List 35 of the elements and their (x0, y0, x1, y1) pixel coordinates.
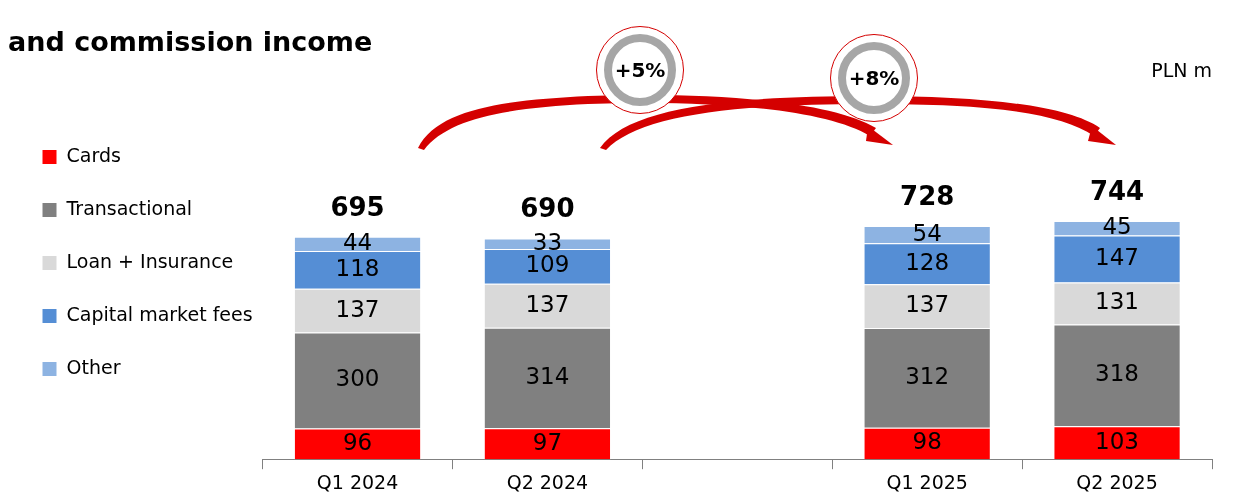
total-label: 690 (520, 193, 575, 224)
total-label: 695 (330, 191, 385, 222)
legend-label: Loan + Insurance (66, 249, 234, 272)
data-label: 54 (912, 219, 942, 246)
data-label: 131 (1095, 288, 1140, 315)
legend-label: Transactional (65, 196, 193, 219)
data-label: 45 (1102, 213, 1132, 240)
data-label: 44 (342, 228, 373, 255)
x-tick-label: Q2 2024 (506, 470, 589, 493)
chart-subtitle: PLN m (1151, 58, 1212, 81)
chart-title: and commission income (8, 26, 373, 58)
data-label: 312 (905, 362, 950, 389)
text: +5% (614, 58, 666, 82)
data-label: 96 (342, 428, 373, 455)
x-tick-label: Q1 2025 (886, 470, 968, 493)
legend-label: Other (66, 355, 121, 378)
data-label: 97 (532, 428, 563, 455)
data-label: 128 (905, 248, 950, 275)
data-label: 103 (1095, 427, 1140, 454)
data-label: 137 (525, 290, 570, 317)
data-label: 118 (335, 254, 380, 281)
data-label: 314 (525, 362, 570, 389)
data-label: 318 (1095, 360, 1140, 387)
x-tick-label: Q1 2024 (316, 470, 399, 493)
data-label: 137 (905, 291, 950, 318)
text: +8% (848, 66, 900, 90)
data-label: 137 (335, 295, 380, 322)
total-label: 728 (900, 180, 955, 211)
x-tick-label: Q2 2025 (1076, 470, 1158, 493)
legend-label: Cards (66, 143, 121, 166)
legend-label: Capital market fees (66, 302, 253, 325)
data-label: 300 (335, 365, 380, 392)
data-label: 147 (1095, 244, 1140, 271)
data-label: 98 (912, 428, 942, 455)
total-label: 744 (1089, 175, 1145, 206)
